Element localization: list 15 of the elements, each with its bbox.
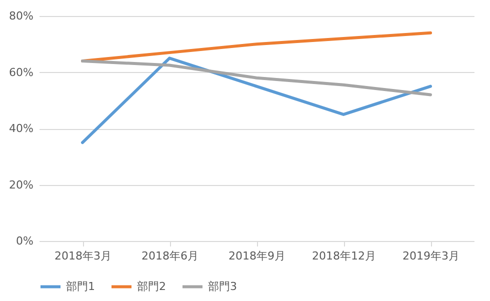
x-tick-label: 2018年6月 [142, 250, 198, 262]
x-tick-label: 2019年3月 [402, 250, 460, 262]
x-tick-label: 2018年12月 [312, 250, 376, 262]
y-tick-label: 0% [16, 234, 34, 248]
y-tick-label: 20% [9, 178, 34, 192]
y-tick-label: 80% [9, 10, 34, 22]
y-tick-label: 40% [9, 122, 34, 135]
legend-label: 部門3 [208, 280, 237, 293]
legend-label: 部門1 [66, 280, 95, 293]
line-series [81, 56, 432, 144]
x-tick-label: 2018年3月 [54, 250, 112, 262]
x-tick-label: 2018年9月 [228, 250, 286, 262]
line-series [81, 60, 432, 96]
y-tick-label: 60% [9, 66, 34, 79]
legend-label: 部門2 [137, 280, 166, 293]
